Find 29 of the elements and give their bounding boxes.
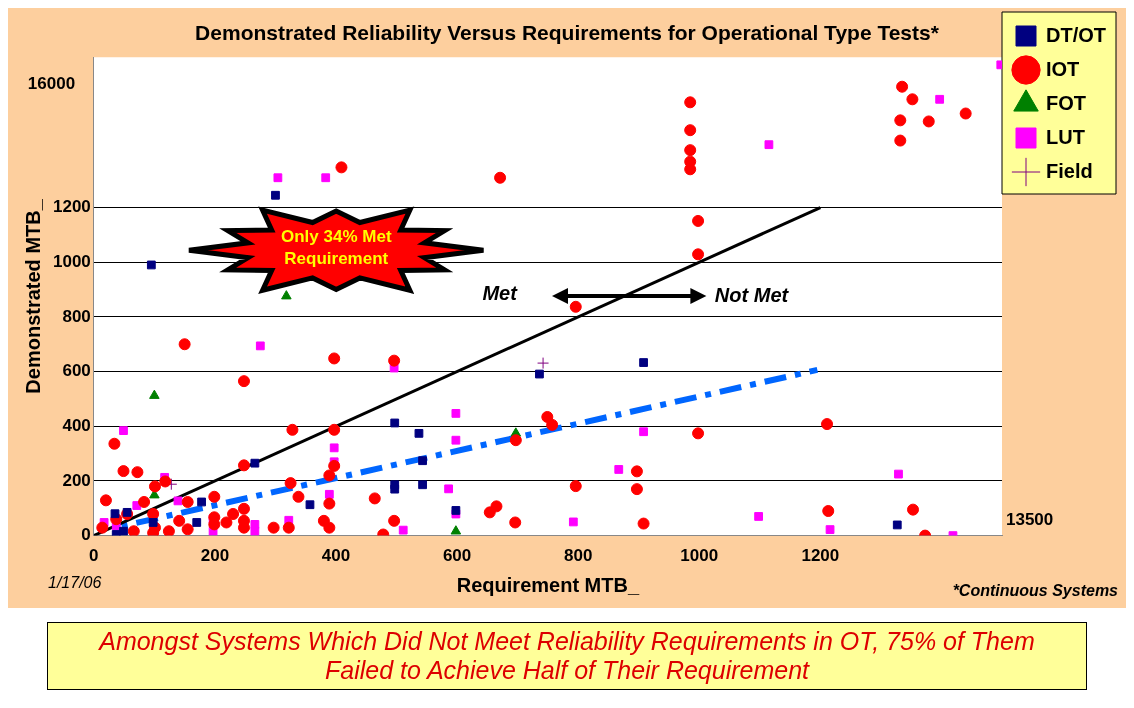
text: 16000 bbox=[27, 73, 76, 94]
y-tick-label: 800 bbox=[62, 306, 91, 326]
y-tick-label: 0 bbox=[81, 525, 91, 545]
chart-title: Demonstrated Reliability Versus Requirements for Operational Type Tests* bbox=[195, 21, 940, 45]
annotation: Only 34% Met Requirement bbox=[280, 226, 393, 270]
text: Amongst Systems Which Did Not Meet Reliability Requirements in OT, 75% of Them Failed to Achieve Half of Their Requirement bbox=[47, 622, 1087, 690]
y-tick-label: 600 bbox=[62, 361, 91, 381]
legend-label: Field bbox=[1046, 159, 1093, 182]
x-tick-label: 200 bbox=[200, 546, 230, 566]
y-axis-title: Demonstrated MTB_ bbox=[21, 198, 44, 394]
text: 1/17/06 bbox=[48, 574, 102, 592]
legend-label: IOT bbox=[1046, 57, 1080, 80]
annotation: Not Met bbox=[714, 284, 789, 308]
y-tick-label: 1200 bbox=[52, 197, 91, 217]
x-tick-label: 1000 bbox=[680, 546, 719, 566]
legend-label: LUT bbox=[1046, 125, 1085, 148]
x-tick-label: 1200 bbox=[801, 546, 840, 566]
x-tick-label: 400 bbox=[321, 546, 351, 566]
y-tick-label: 400 bbox=[62, 415, 91, 435]
y-tick-label: 200 bbox=[62, 470, 91, 490]
x-axis-title: Requirement MTB_ bbox=[456, 573, 640, 596]
text: 13500 bbox=[1006, 509, 1054, 530]
legend-label: DT/OT bbox=[1046, 23, 1107, 46]
annotation: Met bbox=[482, 282, 517, 306]
text: *Continuous Systems bbox=[952, 582, 1118, 600]
legend-label: FOT bbox=[1046, 91, 1087, 114]
x-tick-label: 600 bbox=[442, 546, 472, 566]
x-tick-label: 800 bbox=[564, 546, 593, 566]
y-tick-label: 1000 bbox=[52, 251, 91, 271]
